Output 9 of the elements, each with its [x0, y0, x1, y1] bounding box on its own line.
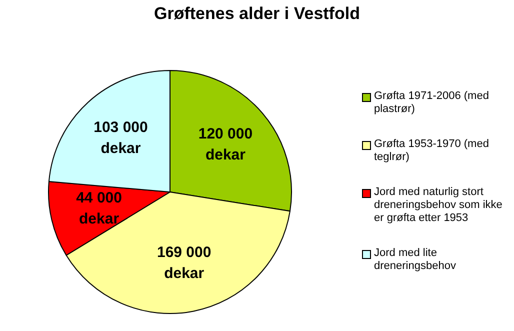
data-label: 169 000 dekar: [156, 244, 212, 282]
legend-label: Grøfta 1953-1970 (med teglrør): [374, 138, 490, 164]
data-label: 103 000 dekar: [94, 118, 148, 157]
chart-title: Grøftenes alder i Vestfold: [153, 4, 361, 24]
legend-label: Jord med lite dreneringsbehov: [374, 247, 457, 273]
data-label: 44 000 dekar: [76, 189, 122, 228]
legend-label: Grøfta 1971-2006 (med plastrør): [374, 90, 490, 116]
legend-label: Jord med naturlig stort dreneringsbehov som ikke er grøfta etter 1953: [374, 186, 504, 225]
data-label: 120 000 dekar: [198, 125, 253, 164]
